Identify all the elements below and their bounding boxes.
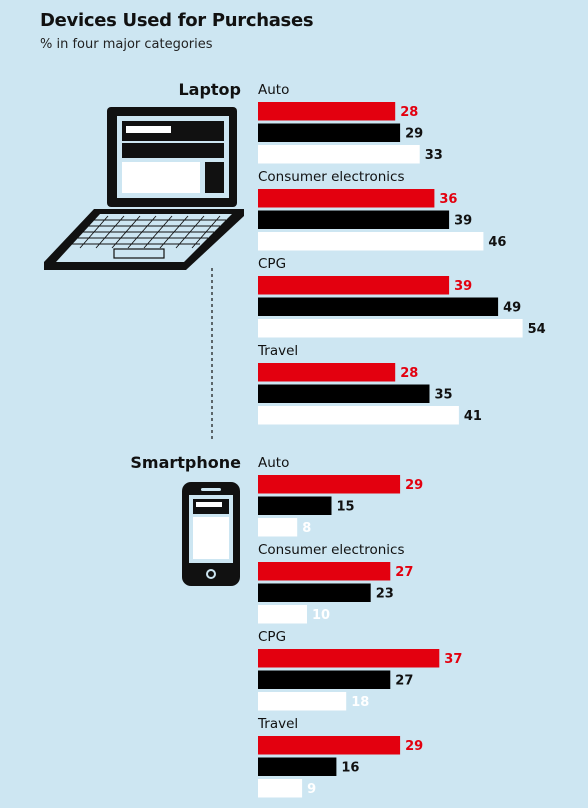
smartphone-icon	[182, 482, 240, 586]
smartphone-travel-bar-2	[258, 757, 337, 776]
smartphone-consumer-electronics-bar-2	[258, 583, 371, 602]
laptop-auto-bar-3	[258, 145, 420, 164]
laptop-category-label-cpg: CPG	[258, 256, 286, 272]
laptop-travel-bar-1	[258, 363, 396, 382]
smartphone-device-label: Smartphone	[130, 453, 241, 472]
smartphone-cpg-bar-3	[258, 692, 347, 711]
laptop-category-label-consumer-electronics: Consumer electronics	[258, 169, 404, 185]
smartphone-travel-bar-1	[258, 736, 401, 755]
laptop-travel-bar-3	[258, 406, 459, 425]
laptop-auto-bar-2	[258, 123, 401, 142]
smartphone-auto-value-1: 29	[405, 478, 423, 493]
laptop-device-label: Laptop	[178, 80, 241, 99]
smartphone-consumer-electronics-bar-1	[258, 562, 391, 581]
laptop-consumer-electronics-bar-2	[258, 210, 450, 229]
chart-title: Devices Used for Purchases	[40, 10, 314, 31]
smartphone-consumer-electronics-value-2: 23	[376, 587, 394, 602]
smartphone-cpg-bar-2	[258, 670, 391, 689]
laptop-travel-value-2: 35	[435, 388, 453, 403]
laptop-cpg-bar-1	[258, 276, 450, 295]
smartphone-travel-value-2: 16	[341, 761, 359, 776]
laptop-consumer-electronics-value-1: 36	[439, 192, 457, 207]
laptop-cpg-bar-2	[258, 297, 499, 316]
smartphone-auto-bar-2	[258, 496, 332, 515]
laptop-auto-value-1: 28	[400, 105, 418, 120]
laptop-cpg-value-2: 49	[503, 301, 521, 316]
laptop-category-label-auto: Auto	[258, 82, 289, 98]
laptop-consumer-electronics-value-3: 46	[488, 235, 506, 250]
laptop-icon	[44, 107, 244, 440]
laptop-category-label-travel: Travel	[257, 343, 298, 359]
smartphone-travel-value-1: 29	[405, 739, 423, 754]
smartphone-cpg-value-3: 18	[351, 695, 369, 710]
smartphone-auto-value-3: 8	[302, 521, 311, 536]
smartphone-consumer-electronics-value-1: 27	[395, 565, 413, 580]
smartphone-auto-bar-3	[258, 518, 298, 537]
laptop-auto-bar-1	[258, 102, 396, 121]
smartphone-cpg-bar-1	[258, 649, 440, 668]
smartphone-consumer-electronics-bar-3	[258, 605, 307, 624]
laptop-travel-value-1: 28	[400, 366, 418, 381]
smartphone-cpg-value-1: 37	[444, 652, 462, 667]
laptop-auto-value-2: 29	[405, 127, 423, 142]
chart-subtitle: % in four major categories	[40, 37, 213, 52]
smartphone-travel-value-3: 9	[307, 782, 316, 797]
smartphone-auto-bar-1	[258, 475, 401, 494]
smartphone-category-label-travel: Travel	[257, 716, 298, 732]
smartphone-category-label-auto: Auto	[258, 455, 289, 471]
smartphone-category-label-consumer-electronics: Consumer electronics	[258, 542, 404, 558]
laptop-travel-bar-2	[258, 384, 430, 403]
smartphone-auto-value-2: 15	[337, 500, 355, 515]
smartphone-cpg-value-2: 27	[395, 674, 413, 689]
smartphone-consumer-electronics-value-3: 10	[312, 608, 330, 623]
laptop-cpg-value-1: 39	[454, 279, 472, 294]
laptop-consumer-electronics-value-2: 39	[454, 214, 472, 229]
laptop-auto-value-3: 33	[425, 148, 443, 163]
smartphone-category-label-cpg: CPG	[258, 629, 286, 645]
laptop-cpg-bar-3	[258, 319, 523, 338]
laptop-cpg-value-3: 54	[528, 322, 546, 337]
laptop-consumer-electronics-bar-3	[258, 232, 484, 251]
laptop-consumer-electronics-bar-1	[258, 189, 435, 208]
laptop-travel-value-3: 41	[464, 409, 482, 424]
smartphone-travel-bar-3	[258, 779, 303, 798]
